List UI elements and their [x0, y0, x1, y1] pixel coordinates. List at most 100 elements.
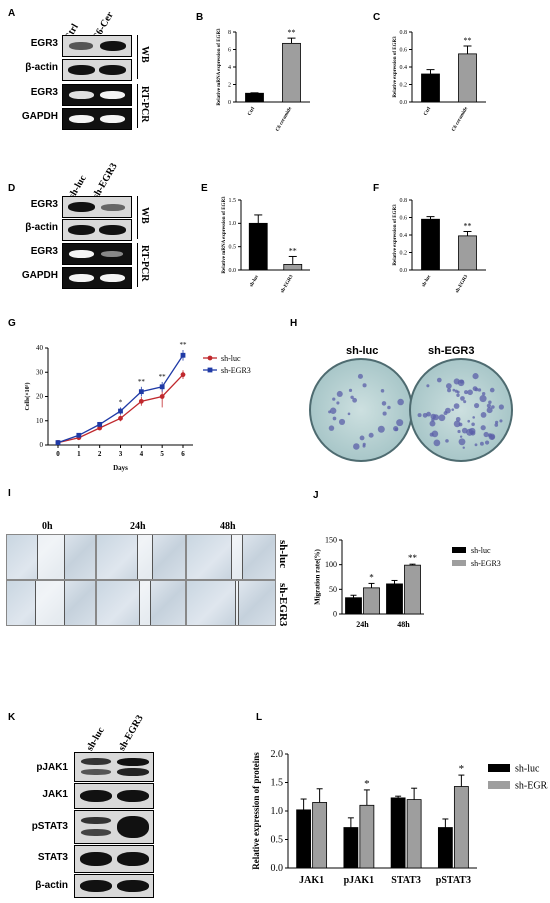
panel-k-row-pstat3: pSTAT3 [31, 821, 68, 832]
colony [336, 390, 343, 397]
colony [494, 423, 499, 427]
chart-l: 0.0 0.5 1.0 1.5 2.0 Relative expression of pr… [252, 749, 548, 886]
significance-label: ** [138, 378, 146, 386]
colony [488, 433, 496, 440]
colony [459, 435, 463, 438]
y-tick-label: 0.2 [400, 82, 408, 88]
bar [282, 42, 301, 103]
x-tick-label: 3 [119, 450, 123, 458]
panel-a-group-wb: WB [139, 46, 150, 63]
colony [472, 416, 475, 419]
y-tick-label: 2 [228, 82, 231, 88]
y-tick-label: 0.4 [400, 233, 408, 239]
colony [471, 422, 475, 427]
colony [486, 403, 492, 408]
panel-h-title-shluc: sh-luc [346, 345, 379, 357]
panel-label-b: B [196, 12, 204, 23]
pcr-gel [62, 267, 132, 289]
x-tick-label: 0 [56, 450, 60, 458]
x-tick-label: Ctrl [247, 106, 256, 117]
panel-a-row-bactin: β-actin [25, 62, 58, 73]
colony [352, 397, 358, 403]
panel-h-title-shegr3: sh-EGR3 [428, 345, 475, 357]
colony [397, 398, 404, 406]
colony-dish-shegr3 [409, 358, 513, 462]
colony [438, 414, 446, 422]
colony [472, 373, 479, 380]
y-tick-label: 150 [325, 535, 337, 544]
colony [447, 388, 452, 393]
data-point [138, 389, 144, 395]
colony [432, 414, 439, 421]
colony [332, 397, 336, 401]
colony [489, 387, 495, 393]
wb-blot [62, 35, 132, 57]
colony [457, 429, 461, 434]
colony [328, 425, 335, 431]
y-tick-label: 1.5 [271, 778, 284, 789]
pcr-gel [62, 84, 132, 106]
colony [467, 419, 471, 423]
y-tick-label: 1.0 [229, 221, 237, 227]
colony [347, 412, 351, 416]
legend-label: sh-EGR3 [221, 366, 251, 375]
data-point [97, 425, 103, 431]
colony [338, 418, 346, 425]
panel-k-row-stat3: STAT3 [37, 852, 68, 863]
y-tick-label: 6 [228, 47, 231, 53]
x-tick-label: C6 ceramide [275, 106, 293, 133]
colony [332, 416, 337, 421]
significance-label: ** [464, 36, 472, 45]
colony [362, 383, 367, 388]
y-tick-label: 0.4 [400, 65, 408, 71]
x-tick-label: sh-luc [422, 274, 433, 288]
data-point [55, 440, 61, 445]
bar [245, 92, 264, 103]
panel-k-row-pjak1: pJAK1 [36, 762, 68, 773]
colony [357, 373, 363, 379]
colony [457, 379, 465, 387]
bar [283, 264, 303, 271]
wb-blot [74, 845, 154, 873]
colony [495, 420, 499, 424]
colony [429, 420, 436, 427]
colony [382, 411, 387, 416]
colony [445, 383, 452, 389]
panel-label-k: K [8, 712, 16, 723]
panel-label-l: L [256, 712, 263, 723]
colony [380, 389, 385, 393]
colony [443, 411, 448, 416]
wound-image [96, 534, 186, 580]
colony [422, 412, 428, 418]
significance-label: * [364, 778, 370, 790]
significance-label: ** [289, 246, 297, 255]
colony [483, 431, 489, 438]
bar [386, 583, 403, 615]
bar [453, 786, 469, 869]
group-bracket [133, 243, 138, 287]
significance-label: * [459, 763, 465, 775]
colony [474, 443, 478, 447]
y-tick-label: 4 [228, 65, 231, 71]
data-point [118, 408, 123, 414]
y-axis-label: Cells(×10⁵) [24, 383, 31, 411]
x-tick-label: sh-luc [249, 274, 260, 288]
panel-d-row-gapdh: GAPDH [21, 270, 58, 281]
panel-d-row-egr3-wb: EGR3 [30, 199, 58, 210]
colony [429, 432, 434, 437]
wound-image [6, 534, 96, 580]
panel-label-d: D [8, 183, 16, 194]
legend-swatch [488, 781, 510, 789]
wb-blot [74, 783, 154, 809]
panel-k-row-bactin: β-actin [35, 880, 68, 891]
y-tick-label: 10 [36, 417, 44, 425]
y-tick-label: 0.8 [400, 198, 408, 204]
colony [479, 441, 484, 446]
colony [381, 401, 387, 406]
x-tick-label: pSTAT3 [436, 875, 471, 886]
colony [456, 393, 460, 397]
colony [479, 395, 487, 403]
